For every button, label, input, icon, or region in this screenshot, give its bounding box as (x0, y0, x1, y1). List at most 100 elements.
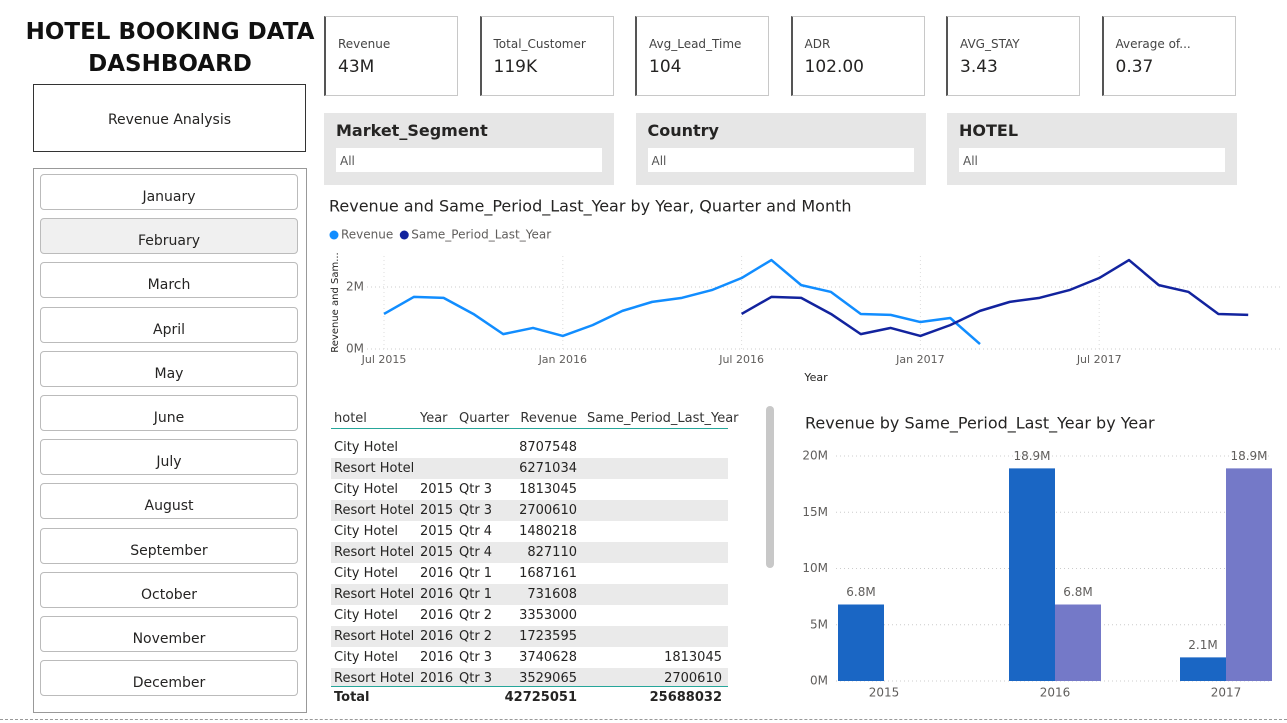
data-label: 6.8M (846, 585, 875, 599)
table-cell: 731608 (527, 587, 577, 602)
bar (1180, 657, 1226, 681)
table-cell: 2015 (420, 545, 454, 560)
table-cell: 1480218 (519, 524, 577, 539)
table-cell: Qtr 1 (459, 587, 493, 602)
kpi-value: 119K (493, 57, 538, 77)
table-cell: City Hotel (334, 524, 399, 539)
table-cell: Total (334, 690, 370, 705)
table-cell: 2016 (420, 629, 454, 644)
table-cell: Resort Hotel (334, 671, 415, 686)
table-cell: 2700610 (519, 503, 577, 518)
x-axis-label: Year (803, 371, 828, 384)
table-cell: 1723595 (519, 629, 577, 644)
table-cell: Revenue (520, 411, 577, 426)
month-button[interactable]: June (40, 395, 298, 431)
table-cell: 6271034 (519, 461, 577, 476)
nav-button[interactable]: Revenue Analysis (33, 84, 306, 152)
kpi-label: Avg_Lead_Time (649, 37, 742, 51)
slicer-value[interactable]: All (647, 148, 914, 172)
table-cell: 3740628 (519, 650, 577, 665)
table-cell: 1687161 (519, 566, 577, 581)
dropdown-slicer[interactable]: Market_Segment All (324, 113, 614, 185)
table-cell: Resort Hotel (334, 461, 415, 476)
legend-marker (329, 230, 339, 240)
table-row: City Hotel 8707548 (331, 437, 728, 458)
table-row: Resort Hotel 2016 Qtr 3 3529065 2700610 (331, 668, 728, 689)
data-label: 2.1M (1188, 638, 1217, 652)
table-cell: Qtr 4 (459, 545, 493, 560)
y-tick-label: 10M (802, 561, 828, 575)
table-row: City Hotel 2016 Qtr 3 3740628 1813045 (331, 647, 728, 668)
x-tick-label: Jan 2017 (895, 353, 944, 366)
month-button[interactable]: February (40, 218, 298, 255)
x-tick-label: 2015 (869, 686, 900, 700)
kpi-card: ADR 102.00 (790, 16, 925, 96)
dropdown-slicer[interactable]: HOTEL All (947, 113, 1237, 185)
table-row: Resort Hotel 6271034 (331, 458, 728, 479)
table-header: hotel Year Quarter Revenue Same_Period_Last_… (331, 408, 739, 429)
month-button[interactable]: December (40, 660, 298, 697)
table-cell: 2016 (420, 608, 454, 623)
kpi-card: Total_Customer 119K (479, 16, 614, 96)
table-cell: 8707548 (519, 440, 577, 455)
table-cell: City Hotel (334, 608, 399, 623)
kpi-value: 104 (649, 57, 682, 77)
table-row: Resort Hotel 2016 Qtr 1 731608 (331, 584, 728, 605)
legend-label: Same_Period_Last_Year (411, 228, 551, 242)
table-cell: Resort Hotel (334, 503, 415, 518)
month-button[interactable]: July (40, 439, 298, 476)
table-cell: Qtr 3 (459, 503, 493, 518)
slicer-label: Market_Segment (336, 121, 488, 140)
kpi-value: 3.43 (960, 57, 998, 77)
slicer-label: HOTEL (959, 121, 1019, 140)
table-cell: 25688032 (649, 690, 722, 705)
bar (1055, 604, 1101, 681)
table-cell: 2015 (420, 524, 454, 539)
table-cell: 3529065 (519, 671, 577, 686)
y-tick-label: 5M (810, 617, 828, 631)
month-button[interactable]: November (40, 616, 298, 652)
slicer-value[interactable]: All (959, 148, 1225, 172)
line-series (740, 258, 1249, 338)
table-cell: Resort Hotel (334, 545, 415, 560)
x-tick-label: Jul 2017 (1076, 353, 1122, 366)
line-series (383, 258, 981, 345)
y-tick-label: 20M (802, 449, 828, 463)
table-row: City Hotel 2015 Qtr 3 1813045 (331, 479, 728, 500)
bar (1009, 468, 1055, 681)
x-tick-label: 2016 (1040, 686, 1071, 700)
table-cell: Qtr 3 (459, 671, 493, 686)
month-button[interactable]: March (40, 262, 298, 299)
data-label: 18.9M (1013, 449, 1050, 463)
kpi-value: 102.00 (804, 57, 864, 77)
kpi-value: 0.37 (1115, 57, 1154, 77)
table-cell: Qtr 3 (459, 650, 493, 665)
y-axis-label: Revenue and Sam... (330, 252, 341, 352)
month-button[interactable]: January (40, 174, 298, 210)
table-cell: 2015 (420, 482, 454, 497)
month-button[interactable]: April (40, 306, 298, 343)
table-cell: City Hotel (334, 440, 399, 455)
scrollbar[interactable] (766, 406, 774, 568)
month-button[interactable]: May (40, 350, 298, 387)
table-cell: Resort Hotel (334, 587, 415, 602)
data-label: 6.8M (1063, 585, 1092, 599)
kpi-card: Avg_Lead_Time 104 (635, 16, 769, 96)
table-cell: 1813045 (664, 650, 722, 665)
table-cell: 3353000 (519, 608, 577, 623)
month-button[interactable]: August (40, 483, 298, 520)
x-tick-label: Jul 2016 (718, 353, 764, 366)
kpi-card: AVG_STAY 3.43 (946, 16, 1080, 96)
slicer-value[interactable]: All (336, 148, 602, 172)
table-cell: hotel (334, 411, 367, 426)
dropdown-slicer[interactable]: Country All (635, 113, 926, 185)
month-button[interactable]: October (40, 571, 298, 608)
table-cell: 2016 (420, 566, 454, 581)
month-button[interactable]: September (40, 527, 298, 564)
table-cell: Qtr 3 (459, 482, 493, 497)
table-total: Total 42725051 25688032 (331, 686, 728, 707)
table-cell: 2015 (420, 503, 454, 518)
legend-marker (399, 230, 409, 240)
month-slicer (33, 168, 307, 713)
